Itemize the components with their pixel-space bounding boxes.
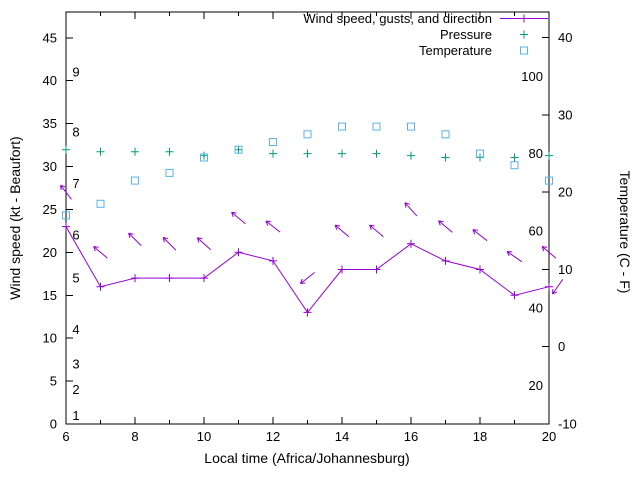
beaufort-labels: 1 2 3 4 5 6 7 8 9 xyxy=(72,65,79,423)
svg-text:30: 30 xyxy=(43,159,57,174)
svg-text:10: 10 xyxy=(43,331,57,346)
x-axis-label: Local time (Africa/Johannesburg) xyxy=(204,450,410,466)
svg-text:5: 5 xyxy=(50,374,57,389)
svg-text:5: 5 xyxy=(72,271,79,286)
svg-text:30: 30 xyxy=(558,107,572,122)
svg-text:14: 14 xyxy=(335,429,349,444)
y-axis-left-label: Wind speed (kt - Beaufort) xyxy=(7,136,23,300)
legend-row-wind: Wind speed, gusts, and direction xyxy=(303,10,549,26)
svg-text:40: 40 xyxy=(43,73,57,88)
svg-text:10: 10 xyxy=(558,262,572,277)
svg-text:20: 20 xyxy=(43,245,57,260)
pressure-plus-icon xyxy=(520,30,528,38)
svg-text:20: 20 xyxy=(558,185,572,200)
wind-speed-series xyxy=(62,222,553,317)
temperature-series xyxy=(62,122,553,220)
svg-text:100: 100 xyxy=(521,69,543,84)
svg-text:40: 40 xyxy=(529,301,543,316)
svg-text:4: 4 xyxy=(72,322,79,337)
svg-text:10: 10 xyxy=(197,429,211,444)
pressure-series xyxy=(62,145,553,162)
wind-direction-arrows xyxy=(60,184,564,295)
svg-text:0: 0 xyxy=(50,417,57,432)
legend-label-pressure: Pressure xyxy=(439,26,492,42)
svg-text:60: 60 xyxy=(529,223,543,238)
svg-text:40: 40 xyxy=(558,30,572,45)
svg-text:8: 8 xyxy=(131,429,138,444)
svg-text:9: 9 xyxy=(72,65,79,80)
svg-text:6: 6 xyxy=(72,228,79,243)
wind-line-plus-icon xyxy=(500,14,548,22)
svg-text:0: 0 xyxy=(558,339,565,354)
svg-text:20: 20 xyxy=(529,378,543,393)
svg-text:80: 80 xyxy=(529,146,543,161)
svg-text:35: 35 xyxy=(43,116,57,131)
pressure-scale-labels: 20 40 60 80 100 xyxy=(521,69,543,393)
svg-text:1: 1 xyxy=(72,408,79,423)
svg-text:15: 15 xyxy=(43,288,57,303)
svg-text:3: 3 xyxy=(72,356,79,371)
svg-text:25: 25 xyxy=(43,202,57,217)
legend-label-temperature: Temperature xyxy=(419,42,492,58)
temperature-square-icon xyxy=(520,46,528,54)
y-axis-right-label: Temperature (C - F) xyxy=(617,170,633,294)
svg-text:7: 7 xyxy=(72,176,79,191)
svg-text:2: 2 xyxy=(72,382,79,397)
legend-row-pressure: Pressure xyxy=(303,26,549,42)
legend-row-temperature: Temperature xyxy=(303,42,549,58)
svg-text:8: 8 xyxy=(72,125,79,140)
svg-text:45: 45 xyxy=(43,30,57,45)
legend: Wind speed, gusts, and direction Pressur… xyxy=(303,10,549,58)
legend-label-wind: Wind speed, gusts, and direction xyxy=(303,10,492,26)
svg-text:-10: -10 xyxy=(558,417,577,432)
svg-text:16: 16 xyxy=(404,429,418,444)
axes: 6 8 10 12 14 16 18 20051015202530354045-1001020… xyxy=(43,11,577,444)
svg-text:12: 12 xyxy=(266,429,280,444)
svg-text:6: 6 xyxy=(62,429,69,444)
svg-text:20: 20 xyxy=(542,429,556,444)
svg-text:18: 18 xyxy=(473,429,487,444)
